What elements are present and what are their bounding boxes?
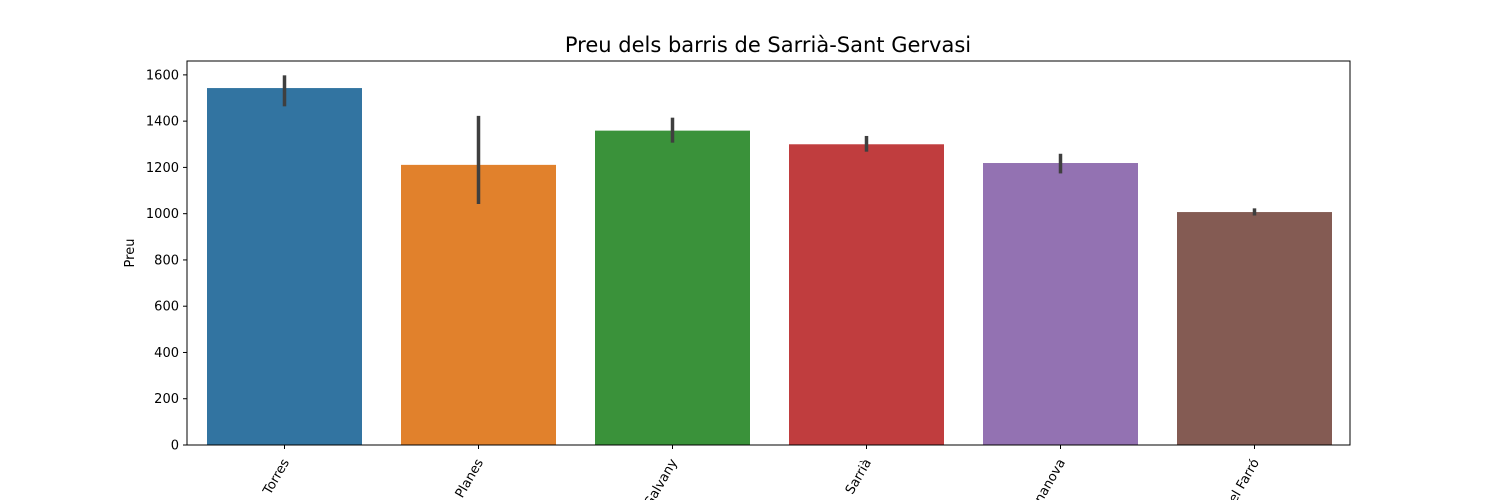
y-tick-label-1: 200 bbox=[154, 392, 179, 407]
plot-frame bbox=[186, 60, 1351, 446]
plot-area: Torres Planes Galvany Sarrià nanova el Farró 0… bbox=[146, 68, 1332, 500]
x-tick-label-2: Galvany bbox=[641, 456, 681, 500]
bar-0 bbox=[207, 88, 362, 445]
bar-2 bbox=[595, 130, 750, 446]
x-tick-label-0: Torres bbox=[260, 456, 293, 498]
x-tick-label-4: nanova bbox=[1032, 457, 1069, 500]
x-tick-label-5: el Farró bbox=[1226, 456, 1263, 500]
y-tick-label-3: 600 bbox=[154, 300, 179, 315]
chart-title: Preu dels barris de Sarrià-Sant Gervasi bbox=[565, 33, 971, 57]
bar-1 bbox=[401, 164, 556, 446]
y-tick-label-5: 1000 bbox=[146, 207, 179, 222]
x-tick-label-1: Planes bbox=[453, 456, 487, 500]
y-axis-label: Preu bbox=[123, 239, 138, 268]
x-tick-label-3: Sarrià bbox=[843, 457, 875, 498]
bar-5 bbox=[1177, 212, 1332, 445]
y-tick-label-8: 1600 bbox=[146, 68, 179, 83]
y-tick-label-2: 400 bbox=[154, 346, 179, 361]
y-tick-label-0: 0 bbox=[171, 439, 179, 454]
y-tick-label-4: 800 bbox=[154, 253, 179, 268]
y-tick-label-6: 1200 bbox=[146, 161, 179, 176]
y-tick-label-7: 1400 bbox=[146, 115, 179, 130]
bar-4 bbox=[983, 163, 1138, 445]
bar-3 bbox=[789, 144, 944, 446]
